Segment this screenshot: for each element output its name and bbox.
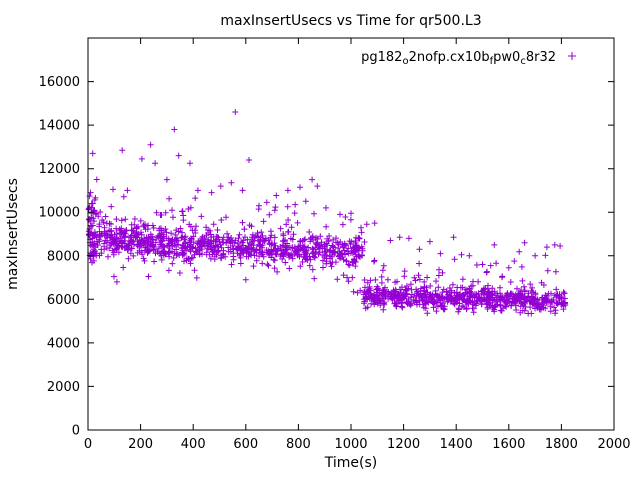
legend-series-label: pg182o2nofp.cx10bfpw0c8r32	[361, 50, 556, 67]
y-tick-label: 12000	[39, 162, 80, 177]
y-tick-label: 16000	[39, 75, 80, 90]
x-tick-label: 0	[84, 437, 92, 452]
x-tick-label: 1000	[334, 437, 367, 452]
x-tick-label: 1200	[387, 437, 420, 452]
y-tick-label: 10000	[39, 206, 80, 221]
chart-title: maxInsertUsecs vs Time for qr500.L3	[220, 13, 481, 29]
legend-marker-icon	[568, 52, 576, 60]
y-axis-title: maxInsertUsecs	[5, 178, 21, 290]
x-tick-label: 1600	[492, 437, 525, 452]
axes-frame	[87, 37, 615, 431]
y-tick-label: 8000	[47, 249, 80, 264]
y-tick-label: 6000	[47, 293, 80, 308]
x-axis-title: Time(s)	[324, 455, 377, 471]
x-tick-label: 400	[181, 437, 206, 452]
y-tick-label: 14000	[39, 119, 80, 134]
y-tick-label: 0	[72, 424, 80, 439]
data-points	[85, 109, 569, 317]
x-tick-label: 1400	[440, 437, 473, 452]
x-tick-label: 2000	[597, 437, 630, 452]
x-tick-label: 600	[233, 437, 258, 452]
scatter-markers	[85, 109, 569, 317]
x-tick-label: 800	[286, 437, 311, 452]
axes: 0 200 400 600 800 1000 1200 1400 1600 1800 2000 0 20…	[39, 37, 631, 452]
y-tick-label: 2000	[47, 380, 80, 395]
legend: pg182o2nofp.cx10bfpw0c8r32	[361, 50, 576, 67]
x-tick-label: 200	[128, 437, 153, 452]
y-tick-label: 4000	[47, 336, 80, 351]
x-tick-label: 1800	[545, 437, 578, 452]
